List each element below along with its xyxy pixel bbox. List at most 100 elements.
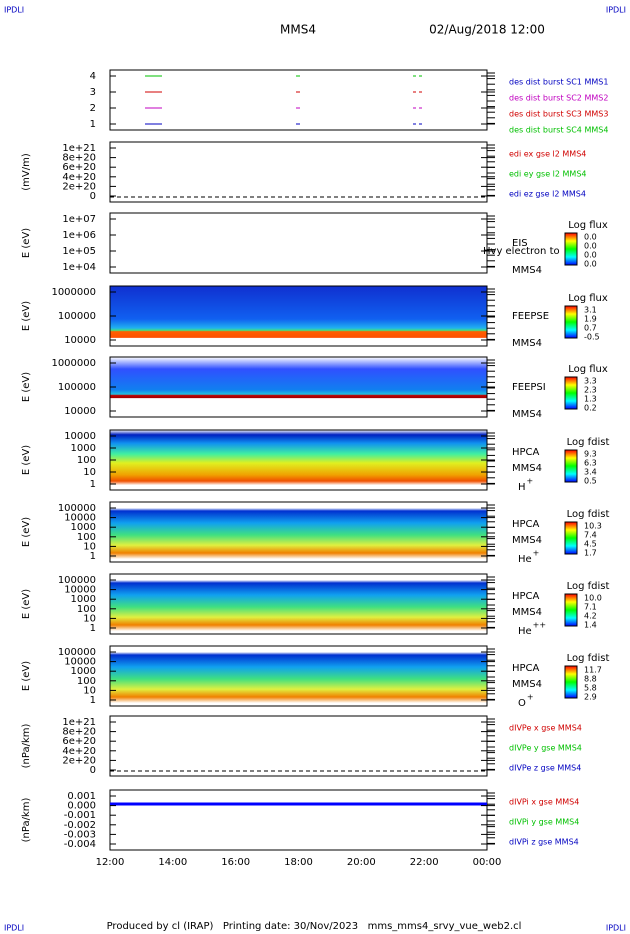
- y-tick-label: 2: [90, 103, 96, 114]
- instrument-label: FEEPSI: [512, 382, 546, 393]
- colorbar-tick-label: 1.7: [584, 549, 597, 558]
- ion-label: He: [518, 554, 532, 565]
- y-tick-label: 10000: [64, 406, 96, 417]
- y-tick-label: 100000: [58, 311, 96, 322]
- colorbar: [564, 305, 578, 339]
- colorbar-tick-label: 2.3: [584, 386, 597, 395]
- y-tick-label: 1e+21: [62, 143, 96, 154]
- x-tick-label: 12:00: [96, 857, 125, 868]
- y-tick-label: 1: [90, 479, 96, 490]
- legend-entry: dIVPi z gse MMS4: [509, 838, 579, 847]
- colorbar-tick-label: -0.5: [584, 333, 600, 342]
- ion-label: He: [518, 626, 532, 637]
- colorbar-tick-label: 8.8: [584, 675, 597, 684]
- y-tick-label: 0.000: [67, 801, 96, 812]
- colorbar-title: Log flux: [568, 220, 608, 231]
- y-tick-label: 8e+20: [62, 727, 96, 738]
- y-label: E (eV): [21, 372, 32, 402]
- panel-frame: [109, 715, 488, 777]
- colorbar-tick-label: 6.3: [584, 459, 597, 468]
- spectrogram: [110, 646, 487, 706]
- y-tick-label: 1e+04: [62, 262, 96, 273]
- instrument-label: HPCA: [512, 663, 540, 674]
- instrument-label: MMS4: [512, 265, 542, 276]
- y-label: (nPa/km): [21, 724, 32, 769]
- colorbar: [564, 376, 578, 410]
- spectrogram: [110, 213, 487, 273]
- y-tick-label: 1: [90, 623, 96, 634]
- y-tick-label: 100000: [58, 575, 96, 586]
- instrument-label: HPCA: [512, 519, 540, 530]
- colorbar-tick-label: 5.8: [584, 684, 597, 693]
- x-tick-label: 18:00: [284, 857, 313, 868]
- panel-frame: [109, 212, 488, 274]
- y-label: E (eV): [21, 517, 32, 547]
- panel-frame: [109, 69, 488, 131]
- y-tick-label: 4e+20: [62, 746, 96, 757]
- instrument-label: MMS4: [512, 338, 542, 349]
- colorbar-tick-label: 0.2: [584, 404, 597, 413]
- corner-label: IPDLI: [606, 924, 626, 933]
- y-tick-label: 3: [90, 87, 96, 98]
- ion-label: O: [518, 698, 526, 709]
- legend-entry: edi ez gse l2 MMS4: [509, 190, 586, 199]
- x-tick-label: 00:00: [473, 857, 502, 868]
- instrument-label: HPCA: [512, 447, 540, 458]
- y-tick-label: 10: [83, 467, 96, 478]
- colorbar-tick-label: 4.5: [584, 540, 597, 549]
- y-tick-label: -0.001: [64, 810, 96, 821]
- y-tick-label: 10000: [64, 657, 96, 668]
- colorbar-tick-label: 4.2: [584, 612, 597, 621]
- spectrogram: [110, 430, 487, 490]
- ion-sup: +: [533, 549, 540, 558]
- panel-frame: [109, 501, 488, 563]
- legend-entry: des dist burst SC1 MMS1: [509, 78, 608, 87]
- spectrogram: [110, 502, 487, 562]
- date: 02/Aug/2018 12:00: [429, 23, 545, 37]
- colorbar-tick-label: 1.4: [584, 621, 597, 630]
- legend-entry: des dist burst SC3 MMS3: [509, 110, 608, 119]
- y-tick-label: 0: [90, 191, 96, 202]
- y-tick-label: 100: [77, 455, 96, 466]
- colorbar-tick-label: 1.3: [584, 395, 597, 404]
- y-tick-label: 100: [77, 676, 96, 687]
- spectrogram: [110, 286, 487, 346]
- spectrogram: [110, 357, 487, 417]
- colorbar-tick-label: 11.7: [584, 666, 602, 675]
- y-tick-label: 10000: [64, 513, 96, 524]
- y-tick-label: 1000: [71, 522, 96, 533]
- colorbar-tick-label: 7.4: [584, 531, 597, 540]
- y-tick-label: 100000: [58, 647, 96, 658]
- y-tick-label: 10000: [64, 431, 96, 442]
- corner-label: IPDLI: [4, 6, 24, 15]
- colorbar-tick-label: 3.1: [584, 306, 597, 315]
- colorbar: [564, 593, 578, 627]
- y-tick-label: 6e+20: [62, 736, 96, 747]
- y-label: E (eV): [21, 228, 32, 258]
- colorbar-tick-label: 10.3: [584, 522, 602, 531]
- y-tick-label: 1e+21: [62, 717, 96, 728]
- colorbar-tick-label: 2.9: [584, 693, 597, 702]
- colorbar: [564, 449, 578, 483]
- instrument-label: MMS4: [512, 409, 542, 420]
- y-tick-label: 1000: [71, 443, 96, 454]
- spectrogram: [110, 574, 487, 634]
- panel-frame: [109, 573, 488, 635]
- colorbar-tick-label: 3.3: [584, 377, 597, 386]
- corner-label: IPDLI: [606, 6, 626, 15]
- instrument-label: MMS4: [512, 463, 542, 474]
- instrument-label: HPCA: [512, 591, 540, 602]
- y-label: (nPa/km): [21, 798, 32, 843]
- colorbar-tick-label: 9.3: [584, 450, 597, 459]
- y-label: E (eV): [21, 661, 32, 691]
- y-tick-label: 1: [90, 695, 96, 706]
- instrument-label: FEEPSE: [512, 311, 549, 322]
- colorbar-tick-label: 0.0: [584, 251, 597, 260]
- legend-entry: dIVPi y gse MMS4: [509, 818, 579, 827]
- colorbar-title: Log fdist: [567, 437, 610, 448]
- legend-entry: dIVPe x gse MMS4: [509, 724, 582, 733]
- y-label: E (eV): [21, 589, 32, 619]
- y-tick-label: -0.002: [64, 820, 96, 831]
- y-tick-label: 4: [90, 71, 96, 82]
